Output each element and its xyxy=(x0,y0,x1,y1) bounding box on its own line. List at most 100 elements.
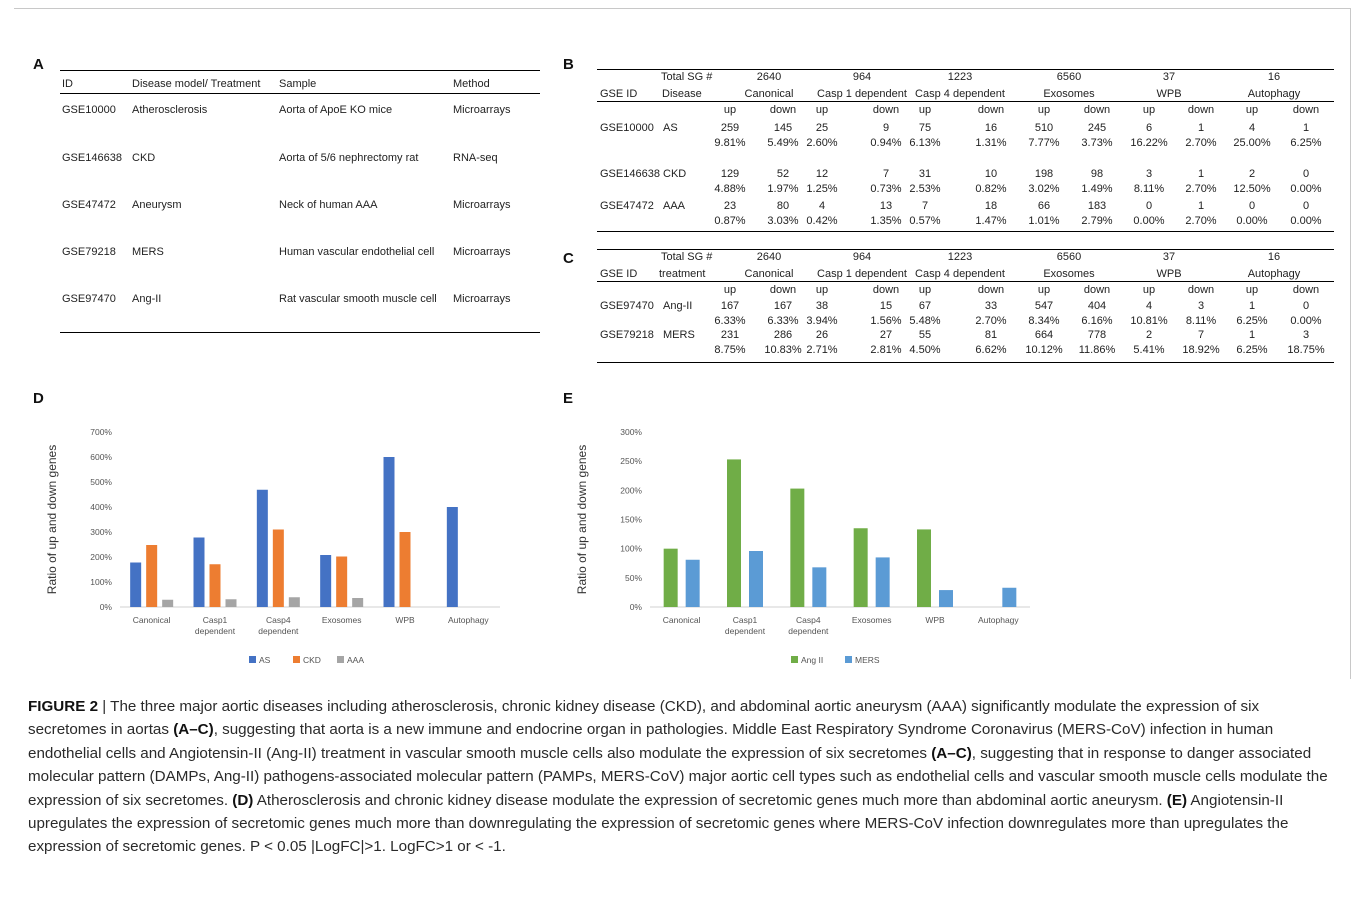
count-cell: 7 xyxy=(882,168,890,180)
legend-label: AAA xyxy=(347,655,364,665)
bar-as xyxy=(383,457,395,607)
table-a-cell: Neck of human AAA xyxy=(279,199,378,211)
pct-cell: 8.11% xyxy=(1133,183,1165,195)
pct-cell: 2.53% xyxy=(909,183,941,195)
group-header: Casp 1 dependent xyxy=(817,268,907,280)
count-cell: 7 xyxy=(1197,329,1205,341)
pct-cell: 6.16% xyxy=(1081,315,1113,327)
row-id: GSE10000 xyxy=(600,122,654,134)
bar-mers xyxy=(939,590,953,607)
panel-label-c: C xyxy=(563,250,574,267)
down-label: down xyxy=(872,104,900,116)
row-type: AS xyxy=(663,122,678,134)
x-tick-label: Casp4 xyxy=(796,615,821,625)
count-cell: 80 xyxy=(776,200,790,212)
table-a-cell: Microarrays xyxy=(453,246,511,258)
up-label: up xyxy=(1142,104,1156,116)
count-cell: 9 xyxy=(882,122,890,134)
table-a-cell: GSE47472 xyxy=(62,199,116,211)
down-label: down xyxy=(1187,104,1215,116)
count-cell: 129 xyxy=(720,168,740,180)
pct-cell: 6.62% xyxy=(975,344,1007,356)
bar-aaa xyxy=(225,599,237,607)
count-cell: 75 xyxy=(918,122,932,134)
count-cell: 55 xyxy=(918,329,932,341)
group-header: WPB xyxy=(1156,88,1182,100)
pct-cell: 0.00% xyxy=(1290,315,1322,327)
pct-cell: 5.41% xyxy=(1133,344,1165,356)
chart-d: Ratio of up and down genes 0% 100% 200% 300%… xyxy=(45,427,500,665)
x-tick-label: Canonical xyxy=(133,615,171,625)
x-tick-label: dependent xyxy=(788,626,829,636)
pct-cell: 1.97% xyxy=(767,183,799,195)
up-label: up xyxy=(723,284,737,296)
pct-cell: 0.82% xyxy=(975,183,1007,195)
bar-ang-ii xyxy=(727,459,741,607)
count-cell: 0 xyxy=(1302,300,1310,312)
legend-swatch-mers xyxy=(845,656,852,663)
pct-cell: 10.12% xyxy=(1025,344,1063,356)
group-header: Canonical xyxy=(744,88,794,100)
legend-label: AS xyxy=(259,655,271,665)
total-count: 1223 xyxy=(947,251,973,263)
chart-e: Ratio of up and down genes 0% 50% 100% 150% 2… xyxy=(575,427,1030,665)
legend-swatch-aaa xyxy=(337,656,344,663)
pct-cell: 6.33% xyxy=(714,315,746,327)
count-cell: 2 xyxy=(1145,329,1153,341)
legend-label: CKD xyxy=(303,655,321,665)
pct-cell: 11.86% xyxy=(1078,344,1116,356)
y-tick-label: 0% xyxy=(100,602,113,612)
row-type: MERS xyxy=(663,329,695,341)
down-label: down xyxy=(977,284,1005,296)
bar-ckd xyxy=(399,532,411,607)
pct-cell: 7.77% xyxy=(1028,137,1060,149)
count-cell: 664 xyxy=(1034,329,1054,341)
total-count: 964 xyxy=(852,71,872,83)
count-cell: 15 xyxy=(879,300,893,312)
up-label: up xyxy=(815,284,829,296)
pct-cell: 2.70% xyxy=(975,315,1007,327)
table-c-id-label: GSE ID xyxy=(600,268,638,280)
count-cell: 26 xyxy=(815,329,829,341)
count-cell: 0 xyxy=(1302,168,1310,180)
y-tick-label: 100% xyxy=(620,544,642,554)
caption-separator: | xyxy=(98,698,111,715)
pct-cell: 10.83% xyxy=(764,344,802,356)
pct-cell: 0.00% xyxy=(1236,215,1268,227)
count-cell: 0 xyxy=(1248,200,1256,212)
table-a-cell: Microarrays xyxy=(453,104,511,116)
y-tick-label: 100% xyxy=(90,577,112,587)
pct-cell: 25.00% xyxy=(1233,137,1271,149)
count-cell: 98 xyxy=(1090,168,1104,180)
total-count: 37 xyxy=(1162,251,1176,263)
bar-mers xyxy=(685,559,700,607)
bar-ckd xyxy=(209,564,221,607)
pct-cell: 6.25% xyxy=(1236,344,1268,356)
count-cell: 10 xyxy=(984,168,998,180)
group-header: Autophagy xyxy=(1247,268,1301,280)
table-b-id-label: GSE ID xyxy=(600,88,638,100)
pct-cell: 8.75% xyxy=(714,344,746,356)
group-header: Canonical xyxy=(744,268,794,280)
bar-ckd xyxy=(336,556,348,607)
count-cell: 6 xyxy=(1145,122,1153,134)
count-cell: 0 xyxy=(1302,200,1310,212)
count-cell: 12 xyxy=(815,168,829,180)
count-cell: 778 xyxy=(1087,329,1107,341)
total-count: 37 xyxy=(1162,71,1176,83)
down-label: down xyxy=(769,104,797,116)
pct-cell: 0.73% xyxy=(870,183,902,195)
count-cell: 245 xyxy=(1087,122,1107,134)
count-cell: 52 xyxy=(776,168,790,180)
pct-cell: 8.11% xyxy=(1185,315,1217,327)
pct-cell: 4.50% xyxy=(909,344,941,356)
legend-label: MERS xyxy=(855,655,880,665)
pct-cell: 10.81% xyxy=(1130,315,1168,327)
bar-ckd xyxy=(146,545,158,607)
count-cell: 286 xyxy=(773,329,793,341)
caption-ref-1: (A–C) xyxy=(173,721,214,739)
table-a-header-method: Method xyxy=(453,78,490,90)
up-label: up xyxy=(723,104,737,116)
pct-cell: 2.70% xyxy=(1185,183,1217,195)
pct-cell: 1.47% xyxy=(975,215,1007,227)
